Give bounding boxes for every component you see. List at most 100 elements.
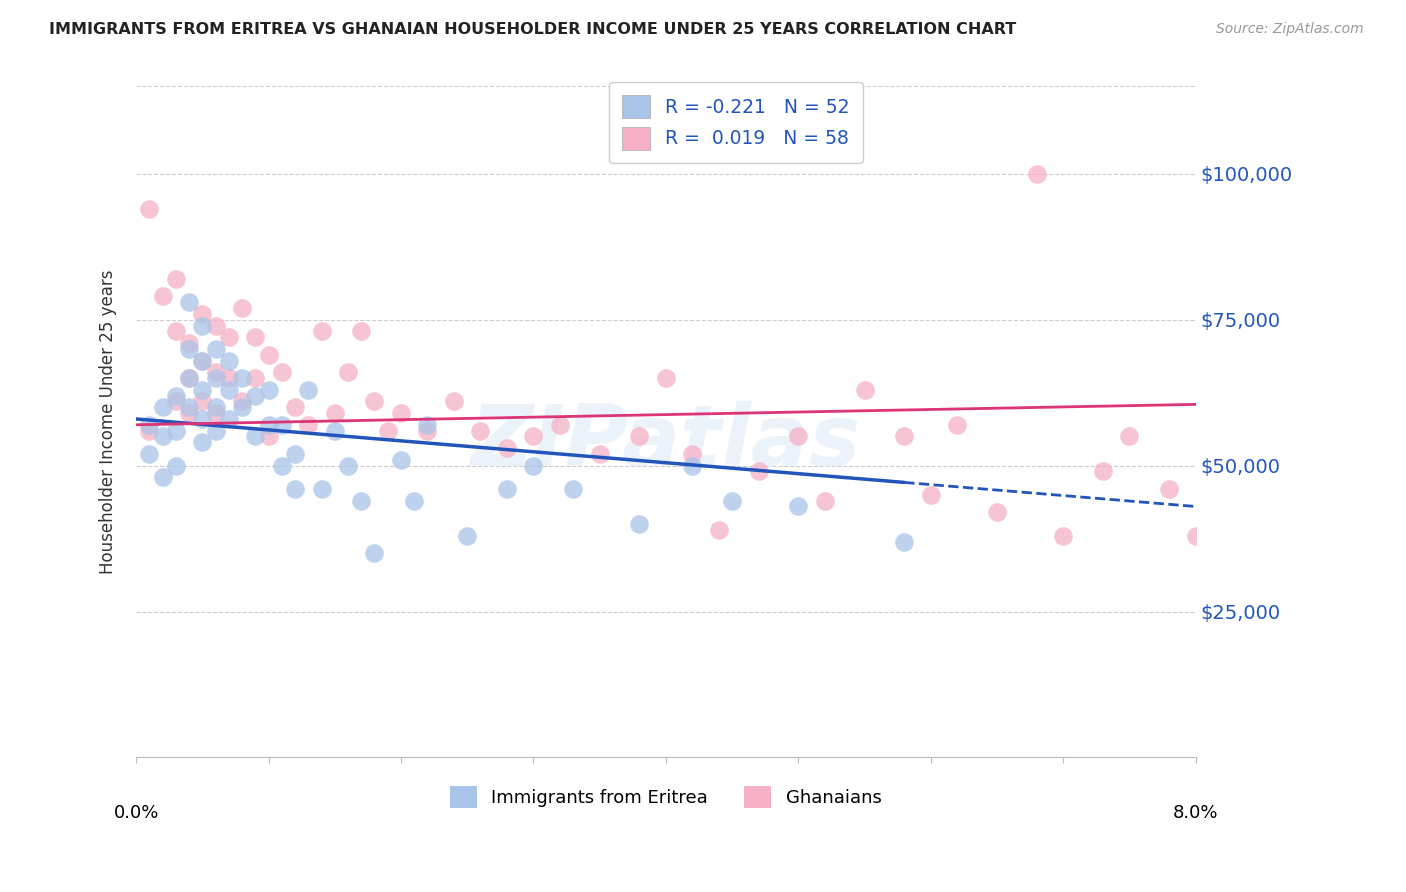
Point	[655, 371, 678, 385]
Point	[177, 336, 200, 351]
Point	[588, 447, 610, 461]
Point	[628, 516, 651, 531]
Point	[204, 401, 226, 415]
Point	[257, 348, 280, 362]
Point	[628, 429, 651, 443]
Point	[350, 325, 373, 339]
Point	[165, 272, 187, 286]
Point	[177, 401, 200, 415]
Point	[165, 325, 187, 339]
Point	[787, 500, 810, 514]
Point	[165, 424, 187, 438]
Point	[152, 289, 174, 303]
Text: Source: ZipAtlas.com: Source: ZipAtlas.com	[1216, 22, 1364, 37]
Point	[496, 482, 519, 496]
Point	[456, 529, 478, 543]
Point	[1184, 529, 1206, 543]
Point	[191, 353, 214, 368]
Point	[204, 365, 226, 379]
Point	[284, 482, 307, 496]
Point	[257, 417, 280, 432]
Point	[297, 417, 319, 432]
Point	[177, 371, 200, 385]
Point	[496, 441, 519, 455]
Y-axis label: Householder Income Under 25 years: Householder Income Under 25 years	[100, 269, 117, 574]
Point	[389, 452, 412, 467]
Point	[920, 488, 942, 502]
Point	[165, 458, 187, 473]
Point	[404, 493, 426, 508]
Point	[363, 546, 385, 560]
Point	[231, 371, 253, 385]
Point	[138, 417, 160, 432]
Point	[363, 394, 385, 409]
Point	[522, 458, 544, 473]
Point	[218, 412, 240, 426]
Point	[986, 505, 1008, 519]
Text: 8.0%: 8.0%	[1173, 805, 1219, 822]
Point	[218, 330, 240, 344]
Point	[245, 330, 267, 344]
Point	[284, 447, 307, 461]
Point	[218, 371, 240, 385]
Text: IMMIGRANTS FROM ERITREA VS GHANAIAN HOUSEHOLDER INCOME UNDER 25 YEARS CORRELATIO: IMMIGRANTS FROM ERITREA VS GHANAIAN HOUS…	[49, 22, 1017, 37]
Point	[323, 424, 346, 438]
Point	[152, 470, 174, 484]
Point	[165, 394, 187, 409]
Point	[377, 424, 399, 438]
Point	[721, 493, 744, 508]
Point	[231, 394, 253, 409]
Point	[191, 383, 214, 397]
Point	[204, 406, 226, 420]
Point	[1159, 482, 1181, 496]
Point	[748, 465, 770, 479]
Point	[177, 371, 200, 385]
Point	[218, 383, 240, 397]
Point	[231, 301, 253, 315]
Point	[681, 447, 703, 461]
Point	[1052, 529, 1074, 543]
Point	[191, 435, 214, 450]
Point	[218, 353, 240, 368]
Point	[337, 365, 360, 379]
Point	[853, 383, 876, 397]
Point	[204, 424, 226, 438]
Point	[787, 429, 810, 443]
Point	[177, 342, 200, 356]
Point	[946, 417, 969, 432]
Point	[1091, 465, 1114, 479]
Point	[231, 401, 253, 415]
Point	[311, 325, 333, 339]
Point	[350, 493, 373, 508]
Point	[204, 371, 226, 385]
Point	[323, 406, 346, 420]
Legend: Immigrants from Eritrea, Ghanaians: Immigrants from Eritrea, Ghanaians	[443, 779, 889, 815]
Point	[245, 389, 267, 403]
Point	[814, 493, 837, 508]
Point	[443, 394, 465, 409]
Point	[152, 429, 174, 443]
Point	[191, 394, 214, 409]
Point	[681, 458, 703, 473]
Point	[270, 365, 292, 379]
Point	[522, 429, 544, 443]
Point	[1025, 167, 1047, 181]
Point	[177, 406, 200, 420]
Point	[138, 447, 160, 461]
Point	[138, 424, 160, 438]
Point	[191, 412, 214, 426]
Point	[416, 417, 439, 432]
Point	[257, 383, 280, 397]
Point	[270, 458, 292, 473]
Point	[191, 353, 214, 368]
Point	[152, 401, 174, 415]
Point	[284, 401, 307, 415]
Point	[470, 424, 492, 438]
Point	[257, 429, 280, 443]
Text: 0.0%: 0.0%	[114, 805, 159, 822]
Point	[191, 307, 214, 321]
Point	[245, 429, 267, 443]
Point	[389, 406, 412, 420]
Point	[1118, 429, 1140, 443]
Point	[893, 534, 915, 549]
